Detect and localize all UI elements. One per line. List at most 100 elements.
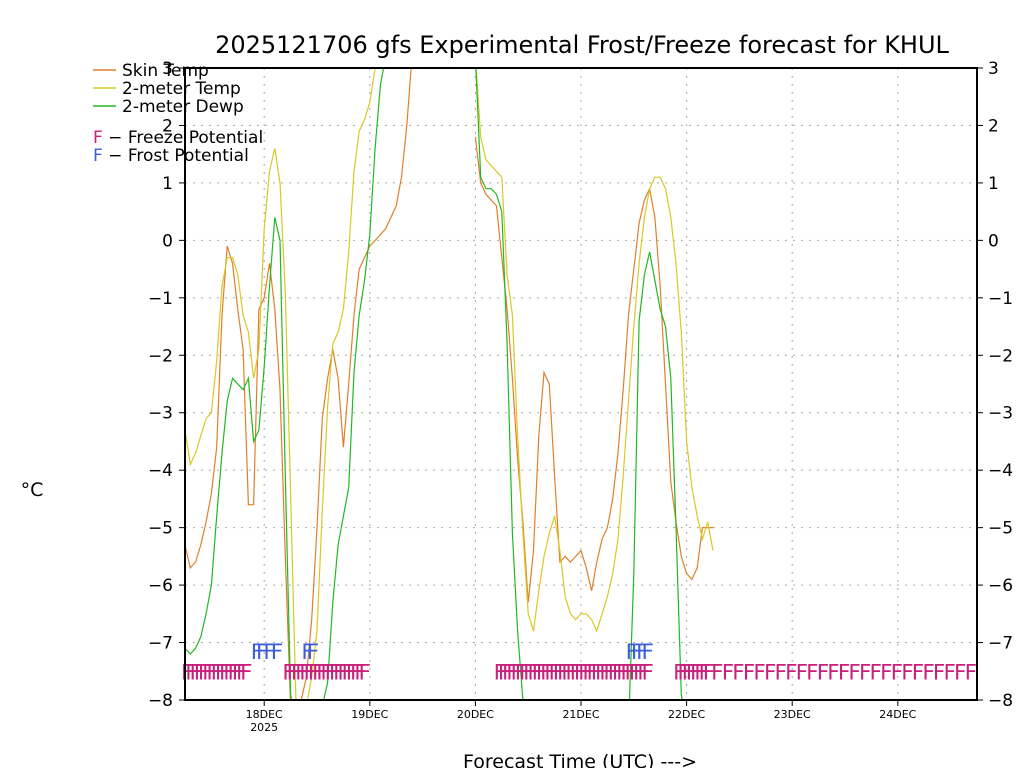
x-tick-label: 19DEC [351,708,388,721]
series-lines [185,68,714,700]
freeze-potential-mark: F [552,660,565,684]
series-line-2-meter-dewp [628,251,683,700]
y-tick-label: −1 [148,289,173,309]
freeze-potential-mark: F [231,660,244,684]
freeze-potential-mark: F [607,660,620,684]
series-line-2-meter-temp [475,68,714,633]
freeze-potential-mark: F [816,660,829,684]
freeze-potential-mark: F [677,660,690,684]
x-tick-label: 18DEC [246,708,283,721]
freeze-potential-mark: F [586,660,599,684]
frost-potential-mark: F [263,640,276,664]
legend-label: 2-meter Temp [122,79,241,99]
freeze-potential-mark: F [753,660,766,684]
freeze-potential-mark: F [312,660,325,684]
freeze-potential-mark: F [219,660,232,684]
series-line-2-meter-temp [185,68,376,700]
freeze-potential-mark: F [838,660,851,684]
freeze-potential-mark: F [493,660,506,684]
freeze-potential-mark: F [827,660,840,684]
y-tick-label: −4 [148,461,173,481]
x-tick-label: 24DEC [879,708,916,721]
grid [185,67,977,701]
freeze-potential-mark: F [764,660,777,684]
x-tick-sublabel: 2025 [250,721,278,734]
frost-potential-mark: F [641,640,654,664]
freeze-potential-mark: F [303,660,316,684]
freeze-potential-mark: F [531,660,544,684]
freeze-potential-mark: F [880,660,893,684]
legend-potential: F − Frost Potential [93,146,249,166]
freeze-potential-mark: F [673,660,686,684]
series-line-skin-temp [185,68,412,700]
axis-ticks: −8−7−6−5−4−3−2−10123−8−7−6−5−4−3−2−10123… [148,59,1013,734]
x-tick-label: 23DEC [774,708,811,721]
freeze-potential-mark: F [964,660,977,684]
y-tick-label: 0 [162,231,173,251]
freeze-potential-mark: F [901,660,914,684]
legend-potential: F − Freeze Potential [93,128,263,148]
freeze-potential-mark: F [806,660,819,684]
freeze-potential-mark: F [711,660,724,684]
frost-potential-mark: F [636,640,649,664]
frost-potential-mark: F [271,640,284,664]
y-tick-label: −8 [148,691,173,711]
freeze-potential-mark: F [603,660,616,684]
freeze-potential-mark: F [223,660,236,684]
freeze-potential-mark: F [502,660,515,684]
freeze-potential-mark: F [633,660,646,684]
freeze-potential-mark: F [536,660,549,684]
y-tick-label: −5 [148,519,173,539]
y-tick-label: 3 [162,59,173,79]
frost-potential-mark: F [301,640,314,664]
legend-label: Skin Temp [122,61,209,81]
y-axis-label: °C [21,479,44,501]
freeze-potential-mark: F [698,660,711,684]
frost-potential-mark: F [625,640,638,664]
y-tick-label: −6 [148,576,173,596]
freeze-potential-mark: F [629,660,642,684]
freeze-potential-mark: F [523,660,536,684]
freeze-potential-mark: F [193,660,206,684]
y-tick-label-right: −3 [988,404,1013,424]
freeze-potential-mark: F [324,660,337,684]
freeze-potential-mark: F [616,660,629,684]
freeze-potential-mark: F [544,660,557,684]
series-line-skin-temp [474,136,713,603]
freeze-potential-mark: F [694,660,707,684]
freeze-potential-mark: F [181,660,194,684]
freeze-potential-mark: F [933,660,946,684]
legend-label: 2-meter Dewp [122,97,244,117]
freeze-potential-mark: F [519,660,532,684]
y-tick-label-right: 0 [988,231,999,251]
freeze-potential-mark: F [785,660,798,684]
freeze-potential-mark: F [358,660,371,684]
freeze-potential-mark: F [595,660,608,684]
freeze-potential-mark: F [721,660,734,684]
freeze-potential-mark: F [561,660,574,684]
freeze-potential-mark: F [498,660,511,684]
y-tick-label-right: 1 [988,174,999,194]
freeze-potential-mark: F [582,660,595,684]
x-tick-label: 21DEC [562,708,599,721]
freeze-potential-mark: F [869,660,882,684]
freeze-potential-mark: F [540,660,553,684]
freeze-potential-mark: F [591,660,604,684]
y-tick-label-right: 3 [988,59,999,79]
freeze-potential-mark: F [506,660,519,684]
y-tick-label-right: −8 [988,691,1013,711]
freeze-potential-mark: F [337,660,350,684]
x-tick-label: 20DEC [457,708,494,721]
freeze-potential-mark: F [548,660,561,684]
freeze-potential-mark: F [527,660,540,684]
freeze-potential-mark: F [350,660,363,684]
freeze-potential-mark: F [215,660,228,684]
frost-potential-mark: F [631,640,644,664]
x-axis-label: Forecast Time (UTC) ---> [463,751,697,768]
series-line-2-meter-dewp [475,68,524,700]
freeze-potential-mark: F [743,660,756,684]
freeze-potential-mark: F [329,660,342,684]
freeze-potential-mark: F [565,660,578,684]
freeze-potential-mark: F [210,660,223,684]
